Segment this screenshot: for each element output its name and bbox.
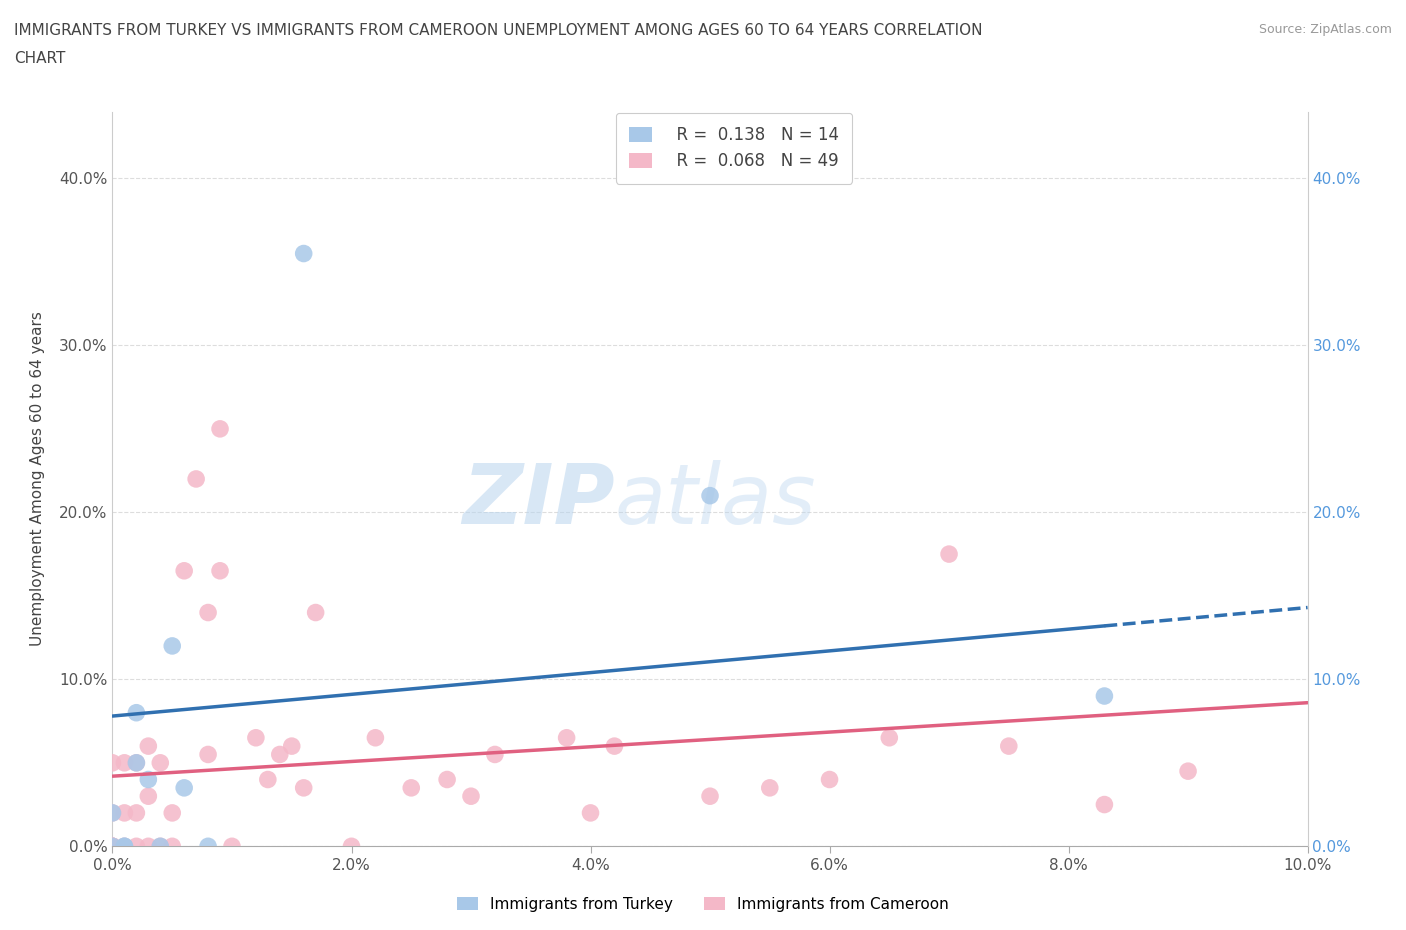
Point <box>149 755 172 770</box>
Point <box>305 605 328 620</box>
Legend: Immigrants from Turkey, Immigrants from Cameroon: Immigrants from Turkey, Immigrants from … <box>451 890 955 918</box>
Point <box>1094 797 1116 812</box>
Point <box>173 780 195 795</box>
Point <box>101 805 124 820</box>
Point <box>101 755 124 770</box>
Point <box>162 839 183 854</box>
Legend:   R =  0.138   N = 14,   R =  0.068   N = 49: R = 0.138 N = 14, R = 0.068 N = 49 <box>616 113 852 183</box>
Point <box>759 780 782 795</box>
Point <box>149 839 172 854</box>
Point <box>401 780 423 795</box>
Text: CHART: CHART <box>14 51 66 66</box>
Point <box>197 747 219 762</box>
Point <box>555 730 578 745</box>
Point <box>101 839 124 854</box>
Point <box>269 747 291 762</box>
Point <box>114 839 135 854</box>
Text: Source: ZipAtlas.com: Source: ZipAtlas.com <box>1258 23 1392 36</box>
Point <box>125 805 148 820</box>
Point <box>197 839 219 854</box>
Point <box>699 789 721 804</box>
Point <box>101 839 124 854</box>
Point <box>938 547 960 562</box>
Point <box>125 755 148 770</box>
Point <box>364 730 387 745</box>
Point <box>209 564 232 578</box>
Point <box>292 780 315 795</box>
Point <box>484 747 506 762</box>
Point <box>101 839 124 854</box>
Text: atlas: atlas <box>614 460 815 541</box>
Text: ZIP: ZIP <box>461 460 614 541</box>
Point <box>125 839 148 854</box>
Point <box>209 421 232 436</box>
Point <box>162 805 183 820</box>
Point <box>998 738 1021 753</box>
Text: IMMIGRANTS FROM TURKEY VS IMMIGRANTS FROM CAMEROON UNEMPLOYMENT AMONG AGES 60 TO: IMMIGRANTS FROM TURKEY VS IMMIGRANTS FRO… <box>14 23 983 38</box>
Point <box>114 805 135 820</box>
Point <box>579 805 602 820</box>
Point <box>114 755 135 770</box>
Point <box>340 839 363 854</box>
Point <box>245 730 267 745</box>
Point <box>138 738 160 753</box>
Point <box>101 839 124 854</box>
Point <box>162 639 183 654</box>
Point <box>1177 764 1199 778</box>
Y-axis label: Unemployment Among Ages 60 to 64 years: Unemployment Among Ages 60 to 64 years <box>31 312 45 646</box>
Point <box>818 772 841 787</box>
Point <box>257 772 280 787</box>
Point <box>197 605 219 620</box>
Point <box>603 738 626 753</box>
Point <box>138 839 160 854</box>
Point <box>114 839 135 854</box>
Point <box>149 839 172 854</box>
Point <box>1094 688 1116 703</box>
Point <box>699 488 721 503</box>
Point <box>138 772 160 787</box>
Point <box>101 805 124 820</box>
Point <box>173 564 195 578</box>
Point <box>125 705 148 720</box>
Point <box>281 738 304 753</box>
Point <box>186 472 208 486</box>
Point <box>460 789 482 804</box>
Point <box>114 839 135 854</box>
Point <box>221 839 243 854</box>
Point <box>292 246 315 261</box>
Point <box>879 730 901 745</box>
Point <box>138 789 160 804</box>
Point <box>101 839 124 854</box>
Point <box>436 772 458 787</box>
Point <box>125 755 148 770</box>
